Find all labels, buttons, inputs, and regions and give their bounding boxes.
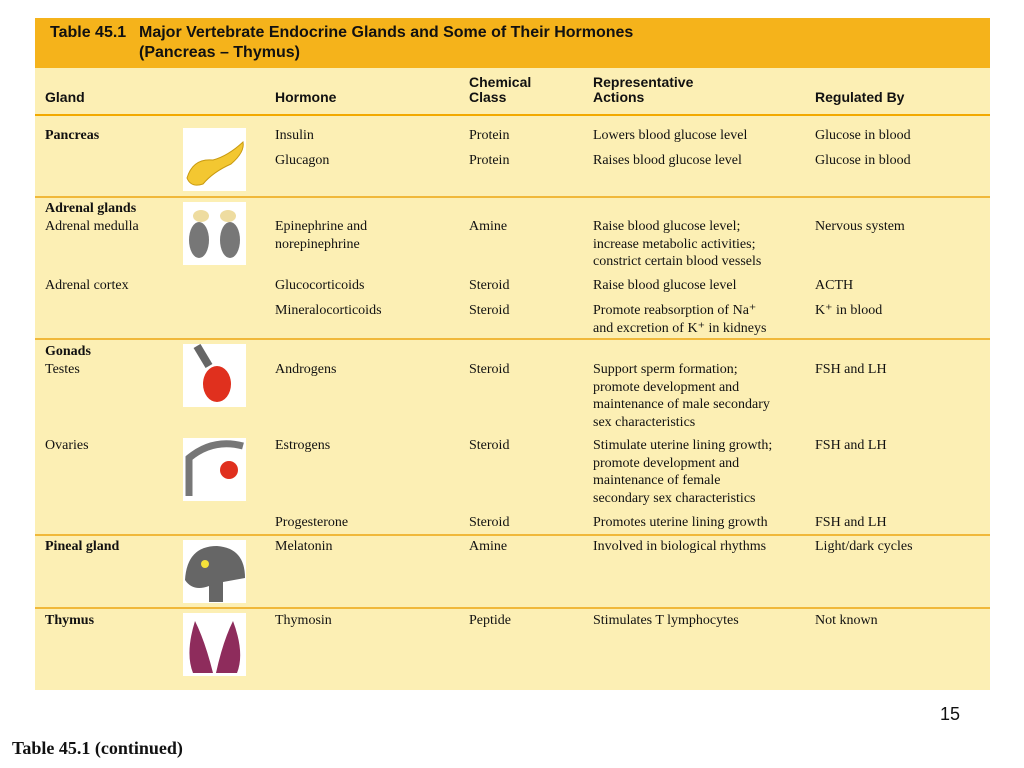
row-rule [35,196,990,198]
pancreas-image [183,128,246,191]
class: Steroid [469,303,510,318]
hormone: Progesterone [275,515,349,530]
ovary-image [183,438,246,501]
gland-section: Gonads [45,344,91,359]
gland: Adrenal cortex [45,278,129,293]
page-number: 15 [940,704,961,724]
column-header: Representative Actions [593,74,694,105]
actions: Promote reabsorption of Na⁺ and excretio… [593,303,767,336]
column-header: Gland [45,89,85,105]
regulated: Not known [815,613,878,628]
gland-section: Adrenal glands [45,201,137,216]
regulated: Glucose in blood [815,153,911,168]
hormone: Glucocorticoids [275,278,365,293]
table-subtitle: (Pancreas – Thymus) [139,44,300,61]
actions: Raise blood glucose level; increase meta… [593,219,762,269]
regulated: K⁺ in blood [815,303,883,318]
adrenal-image [183,202,246,265]
thymus-image [183,613,246,676]
class: Steroid [469,515,510,530]
actions: Promotes uterine lining growth [593,515,768,530]
gland: Adrenal medulla [45,219,139,234]
class: Peptide [469,613,511,628]
row-rule [35,338,990,340]
actions: Involved in biological rhythms [593,539,767,554]
class: Amine [469,539,508,554]
gland-section: Pancreas [45,128,100,143]
class: Steroid [469,438,510,453]
class: Protein [469,128,510,143]
class: Amine [469,219,508,234]
actions: Lowers blood glucose level [593,128,748,143]
hormone: Androgens [275,362,337,377]
column-header: Hormone [275,89,337,105]
class: Protein [469,153,510,168]
caption: Table 45.1 (continued) [12,738,183,758]
header-rule [35,114,990,116]
row-rule [35,534,990,536]
actions: Raise blood glucose level [593,278,737,293]
table-panel [35,18,990,690]
gland-section: Thymus [45,613,95,628]
hormone: Melatonin [275,539,333,554]
regulated: FSH and LH [815,362,887,377]
gland-section: Pineal gland [45,539,120,554]
gland: Ovaries [45,438,89,453]
hormone: Estrogens [275,438,331,453]
table-number: Table 45.1 [50,24,127,41]
hormone: Mineralocorticoids [275,303,382,318]
row-rule [35,607,990,609]
class: Steroid [469,278,510,293]
regulated: Glucose in blood [815,128,911,143]
hormone: Thymosin [275,613,332,628]
regulated: ACTH [815,278,854,293]
class: Steroid [469,362,510,377]
title-bar [35,18,990,68]
regulated: Light/dark cycles [815,539,913,554]
testes-image [183,344,246,407]
hormone: Insulin [275,128,314,143]
column-header: Regulated By [815,89,905,105]
table-title: Major Vertebrate Endocrine Glands and So… [139,24,634,41]
actions: Raises blood glucose level [593,153,742,168]
hormone: Epinephrine and norepinephrine [275,219,368,252]
regulated: FSH and LH [815,438,887,453]
hormone: Glucagon [275,153,330,168]
gland: Testes [45,362,80,377]
regulated: Nervous system [815,219,905,234]
column-header: Chemical Class [469,74,532,105]
brain-image [183,540,246,603]
regulated: FSH and LH [815,515,887,530]
actions: Stimulates T lymphocytes [593,613,739,628]
actions: Support sperm formation; promote develop… [593,362,770,430]
actions: Stimulate uterine lining growth; promote… [593,438,773,506]
